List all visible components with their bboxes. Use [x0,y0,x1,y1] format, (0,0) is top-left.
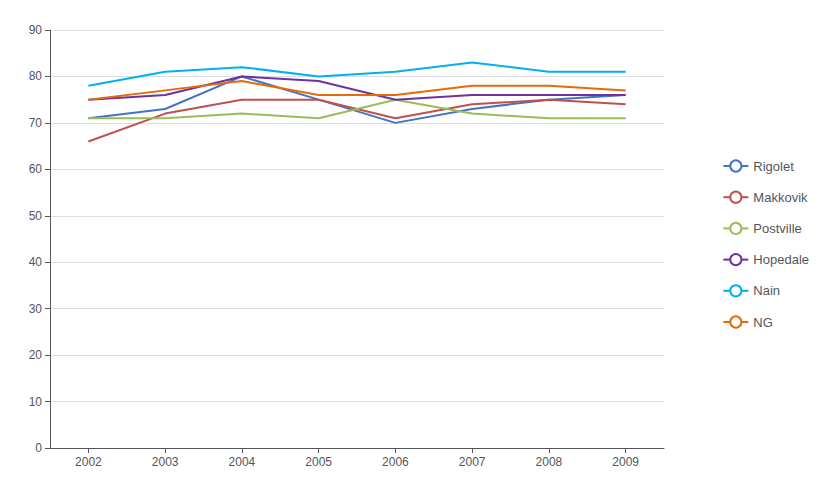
svg-text:0: 0 [35,441,42,455]
svg-text:Postville: Postville [753,221,801,236]
svg-text:2008: 2008 [536,455,563,469]
svg-text:20: 20 [29,348,43,362]
svg-text:2009: 2009 [612,455,639,469]
svg-text:2005: 2005 [305,455,332,469]
svg-text:30: 30 [29,302,43,316]
svg-text:2002: 2002 [75,455,102,469]
svg-text:2007: 2007 [459,455,486,469]
svg-text:80: 80 [29,69,43,83]
svg-text:2006: 2006 [382,455,409,469]
svg-text:60: 60 [29,162,43,176]
svg-text:50: 50 [29,209,43,223]
svg-text:Hopedale: Hopedale [753,252,809,267]
svg-text:Nain: Nain [753,283,780,298]
svg-text:70: 70 [29,116,43,130]
svg-text:NG: NG [753,315,773,330]
svg-text:10: 10 [29,395,43,409]
svg-text:2004: 2004 [229,455,256,469]
svg-text:Makkovik: Makkovik [753,190,808,205]
svg-text:90: 90 [29,23,43,37]
svg-text:2003: 2003 [152,455,179,469]
svg-text:40: 40 [29,255,43,269]
svg-text:Rigolet: Rigolet [753,159,794,174]
